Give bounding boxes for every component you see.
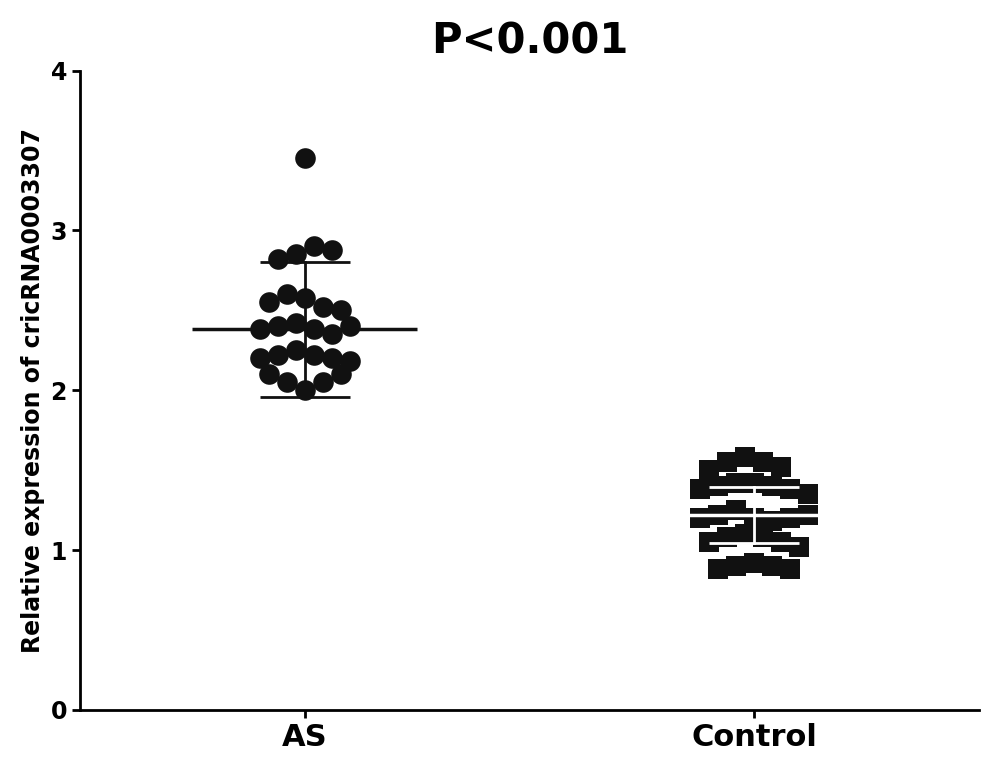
Point [728,560,744,572]
Point [288,344,304,356]
Point [288,248,304,261]
Point [746,512,762,524]
Point [324,243,340,256]
Point [773,461,789,473]
Point [710,563,726,575]
Point [324,352,340,364]
Point [737,451,753,464]
Point [701,536,717,548]
Point [782,483,798,495]
Y-axis label: Relative expression of cricRNA0003307: Relative expression of cricRNA0003307 [21,128,45,652]
Point [297,291,313,304]
Point [692,512,708,524]
Point [306,349,322,361]
Point [270,320,286,332]
Point [755,456,771,468]
Point [710,480,726,492]
Point [252,323,268,335]
Point [782,563,798,575]
Point [333,368,349,380]
Point [288,317,304,329]
Point [324,328,340,340]
Point [746,557,762,569]
Point [791,541,807,553]
Point [719,531,735,543]
Point [297,384,313,397]
Point [773,536,789,548]
Point [701,464,717,476]
Point [764,480,780,492]
Point [315,301,331,313]
Point [315,376,331,388]
Point [737,528,753,540]
Point [719,456,735,468]
Point [764,515,780,527]
Point [270,349,286,361]
Point [252,352,268,364]
Point [270,253,286,265]
Point [800,488,816,500]
Title: P<0.001: P<0.001 [431,21,628,63]
Point [800,509,816,521]
Point [782,512,798,524]
Point [342,320,358,332]
Point [710,509,726,521]
Point [342,356,358,368]
Point [728,477,744,489]
Point [279,376,295,388]
Point [728,504,744,516]
Point [764,560,780,572]
Point [261,368,277,380]
Point [297,152,313,165]
Point [755,531,771,543]
Point [692,483,708,495]
Point [306,323,322,335]
Point [333,304,349,316]
Point [306,240,322,253]
Point [279,288,295,301]
Point [746,477,762,489]
Point [261,296,277,308]
